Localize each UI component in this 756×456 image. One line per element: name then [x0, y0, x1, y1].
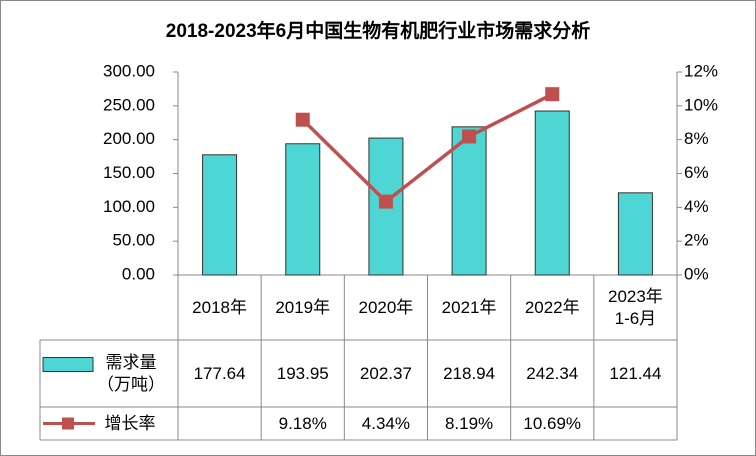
- bar: [202, 154, 238, 276]
- data-table-value: 9.18%: [278, 413, 327, 433]
- y-tick-label: 250.00: [103, 95, 155, 114]
- y-tick-label: 200.00: [103, 129, 155, 148]
- data-table-value: 177.64: [193, 363, 246, 383]
- data-table-value: 10.69%: [523, 413, 582, 433]
- marker: [295, 112, 310, 127]
- chart-title: 2018-2023年6月中国生物有机肥行业市场需求分析: [166, 19, 590, 42]
- y-tick-label: 150.00: [103, 163, 155, 182]
- category-label: 2023年 1-6月: [607, 286, 663, 328]
- marker: [378, 194, 393, 209]
- bar: [285, 143, 321, 276]
- data-table-value: 193.95: [276, 363, 329, 383]
- legend-label: 增长率: [104, 413, 156, 433]
- y-tick-label: 0.00: [122, 264, 155, 283]
- y2-tick-label: 12%: [684, 61, 718, 80]
- marker: [462, 129, 477, 144]
- bar: [534, 110, 570, 276]
- data-table-value: 202.37: [359, 363, 412, 383]
- legend-key: [62, 417, 74, 430]
- y2-tick-label: 2%: [684, 231, 709, 250]
- category-label: 2021年: [441, 297, 497, 317]
- legend-key: [42, 357, 94, 372]
- y-tick-label: 300.00: [103, 61, 155, 80]
- y-tick-label: 100.00: [103, 197, 155, 216]
- y-tick-label: 50.00: [112, 231, 155, 250]
- category-label: 2018年: [192, 297, 247, 317]
- category-label: 2022年: [524, 297, 580, 317]
- y2-tick-label: 6%: [684, 163, 709, 182]
- bar: [368, 137, 404, 276]
- legend-label: 需求量 （万吨）: [97, 352, 165, 394]
- data-table-value: 8.19%: [444, 413, 494, 433]
- y2-tick-label: 8%: [684, 129, 709, 148]
- data-table-value: 242.34: [526, 363, 579, 383]
- y2-tick-label: 4%: [684, 197, 709, 216]
- bar: [451, 126, 487, 276]
- data-table-value: 218.94: [443, 363, 496, 383]
- y2-tick-label: 10%: [684, 95, 718, 114]
- line: [301, 92, 554, 204]
- category-label: 2019年: [275, 297, 331, 317]
- data-table-value: 4.34%: [361, 413, 410, 433]
- marker: [545, 87, 560, 102]
- data-table-value: 121.44: [609, 363, 662, 383]
- y2-tick-label: 0%: [684, 264, 709, 283]
- category-label: 2020年: [358, 297, 414, 317]
- bar: [617, 192, 653, 276]
